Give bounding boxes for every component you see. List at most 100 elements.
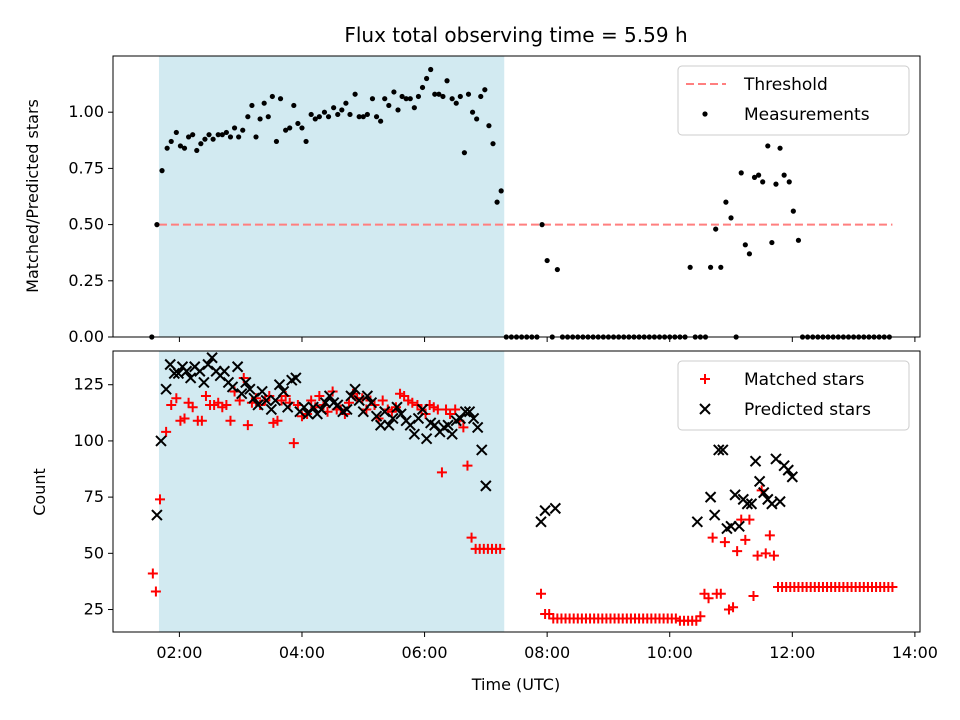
measurement-point [539, 222, 545, 228]
measurement-point [391, 89, 397, 95]
measurement-point [190, 132, 196, 138]
predicted-star-point [236, 388, 248, 400]
measurement-point [154, 222, 160, 228]
predicted-star-point [749, 455, 762, 467]
matched-star-point [179, 413, 190, 424]
measurement-point [403, 96, 409, 102]
matched-star-point [147, 568, 158, 579]
predicted-star-point [467, 412, 480, 425]
legend-box [677, 360, 910, 431]
x-tick-label: 02:00 [156, 643, 202, 662]
legend-measurements-swatch [702, 111, 708, 117]
measurement-point [786, 179, 792, 185]
predicted-star-point [745, 498, 758, 510]
matched-star-point [445, 408, 456, 419]
matched-star-point [407, 397, 418, 408]
predicted-star-point [420, 432, 433, 445]
matched-star-point [728, 602, 739, 613]
predicted-star-point [758, 486, 770, 499]
predicted-star-point [416, 403, 429, 416]
predicted-star-point [391, 401, 403, 413]
bottom-series-predicted-stars [151, 352, 799, 535]
matched-star-point [171, 393, 182, 404]
predicted-star-point [374, 419, 387, 431]
legend-entry-label: Matched stars [744, 370, 864, 390]
matched-star-point [377, 395, 388, 406]
measurement-point [444, 78, 450, 84]
measurement-point [164, 145, 170, 151]
measurement-point [308, 111, 314, 118]
measurement-point [765, 143, 771, 149]
measurement-point [494, 199, 500, 205]
predicted-star-point [704, 491, 717, 503]
measurement-point [746, 251, 753, 257]
measurement-point [277, 96, 284, 102]
top-y-tick-label: 0.75 [68, 158, 104, 177]
matched-star-point [272, 415, 283, 426]
predicted-star-point [535, 516, 547, 528]
predicted-star-point [349, 383, 361, 395]
chart-title: Flux total observing time = 5.59 h [344, 23, 687, 47]
predicted-star-point [240, 376, 252, 389]
predicted-star-point [345, 390, 357, 402]
top-y-tick-label: 0.00 [68, 327, 104, 346]
legend-entry-label: Predicted stars [744, 400, 871, 420]
measurement-point [449, 96, 455, 102]
predicted-star-point [404, 419, 416, 431]
predicted-star-point [786, 471, 799, 483]
measurement-point [369, 96, 376, 102]
measurement-point [760, 179, 766, 185]
measurement-point [194, 147, 200, 154]
measurement-point [364, 111, 370, 118]
predicted-star-point [782, 464, 794, 476]
matched-star-point [166, 399, 177, 410]
measurement-point [461, 150, 468, 156]
measurement-point [713, 226, 719, 232]
measurement-point [356, 114, 362, 120]
measurement-point [240, 127, 246, 133]
x-tick-label: 14:00 [892, 643, 938, 662]
predicted-star-point [256, 385, 268, 398]
measurement-point [316, 114, 322, 120]
measurement-point [386, 102, 392, 109]
predicted-star-point [370, 410, 383, 422]
matched-star-point [752, 550, 763, 561]
bottom-y-tick-label: 125 [73, 375, 104, 394]
predicted-star-point [315, 403, 328, 416]
predicted-star-point [206, 352, 218, 364]
predicted-star-point [729, 489, 741, 501]
predicted-star-point [539, 504, 551, 517]
measurement-point [312, 116, 318, 122]
measurement-point [419, 84, 426, 91]
measurement-point [407, 96, 413, 102]
measurement-point [773, 181, 779, 187]
measurement-point [352, 91, 358, 97]
predicted-star-point [260, 394, 272, 407]
predicted-star-point [353, 394, 365, 407]
predicted-star-point [290, 372, 302, 384]
measurement-point [283, 127, 289, 133]
measurement-point [486, 123, 492, 129]
predicted-star-point [361, 390, 374, 402]
measurement-point [168, 138, 174, 145]
measurement-point [159, 168, 165, 174]
matched-star-point [732, 546, 743, 557]
top-axes-frame [112, 55, 921, 338]
legend-entry-label: Threshold [743, 75, 828, 95]
predicted-star-point [741, 498, 754, 510]
measurement-point [415, 93, 422, 100]
predicted-star-point [269, 394, 282, 407]
predicted-star-point [766, 498, 778, 510]
measurement-point [299, 125, 305, 131]
measurement-point [498, 188, 504, 194]
measurement-point [202, 136, 208, 142]
top-y-axis-label: Matched/Predicted stars [23, 99, 42, 293]
matched-star-point [707, 532, 718, 543]
measurement-point [795, 237, 802, 243]
measurement-point [382, 96, 388, 102]
matched-star-point [242, 420, 253, 431]
matched-star-point [196, 415, 207, 426]
matched-star-point [221, 399, 232, 410]
predicted-star-point [725, 520, 737, 533]
measurement-point [215, 132, 221, 138]
